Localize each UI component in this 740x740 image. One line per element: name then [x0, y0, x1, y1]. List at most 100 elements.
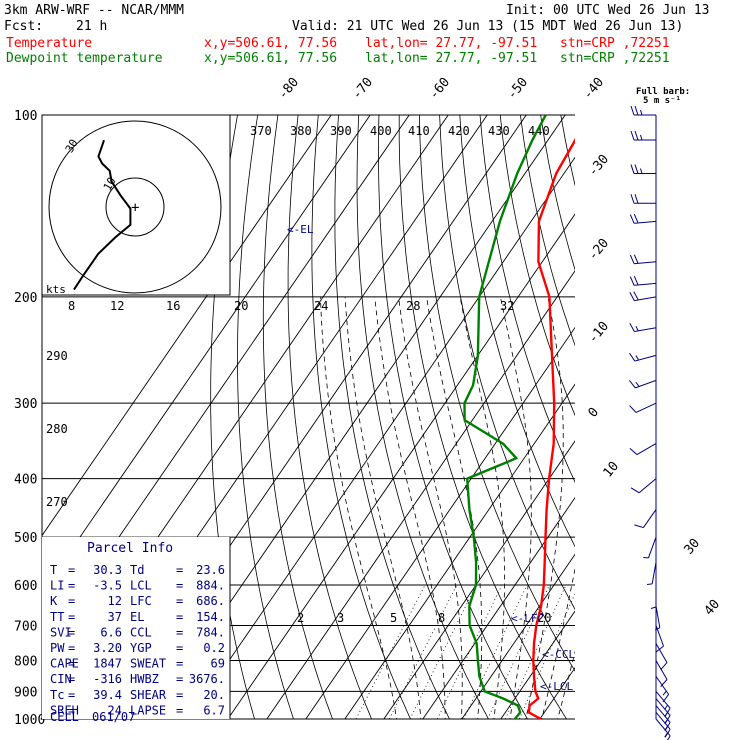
- parcel-param-sep: =: [68, 672, 75, 686]
- mixing-ratio-label: 32: [500, 299, 514, 313]
- moist-adiabat: [344, 296, 422, 719]
- wind-barb-shaft: [642, 509, 657, 528]
- parcel-param-value: -316: [93, 672, 122, 686]
- isotherm: [383, 440, 575, 719]
- wind-barb-full: [630, 487, 640, 494]
- hodograph-center-icon: +: [131, 200, 139, 216]
- parcel-param-sep: =: [176, 703, 183, 717]
- cell-value: 061/07: [92, 710, 135, 724]
- pressure-tick-label: 600: [14, 579, 37, 594]
- wind-barb-shaft: [638, 478, 657, 494]
- temperature-legend: Temperature: [6, 36, 93, 51]
- dry-adiabat: [581, 115, 740, 732]
- parcel-param-value: 6.6: [100, 625, 122, 639]
- temperature-tick-label: -70: [350, 75, 377, 103]
- parcel-param-value: 686.: [196, 594, 225, 608]
- dry-adiabat: [540, 115, 575, 271]
- wind-barb-full: [633, 291, 639, 301]
- parcel-param-sep: =: [176, 579, 183, 593]
- isotherm: [539, 667, 575, 719]
- dry-adiabat: [621, 115, 740, 732]
- dry-adiabat: [237, 115, 294, 719]
- wind-barb: [646, 562, 657, 585]
- pressure-tick-label: 900: [14, 685, 37, 700]
- wind-barb-full: [629, 447, 638, 455]
- parcel-param-sep: =: [176, 594, 183, 608]
- dry-adiabat: [682, 115, 740, 732]
- mixing-ratio-label: 8: [68, 299, 75, 313]
- wind-barb-full: [629, 276, 635, 286]
- wind-barb-shaft: [655, 705, 671, 723]
- moist-adiabat: [541, 567, 575, 719]
- wind-barb-half: [640, 134, 643, 141]
- wind-barb-half: [640, 168, 643, 174]
- pressure-tick-label: 700: [14, 619, 37, 634]
- hodograph-ring-label-inner: 10: [101, 175, 119, 193]
- parcel-param-sep: =: [68, 579, 75, 593]
- theta-label: 380: [290, 124, 312, 138]
- moist-adiabat: [557, 650, 575, 719]
- mixing-ratio-label: 20: [537, 611, 551, 625]
- wind-barb-shaft: [635, 379, 657, 389]
- theta-label: 430: [488, 124, 510, 138]
- mixing-ratio-line: [409, 584, 477, 719]
- dry-adiabat: [398, 115, 567, 719]
- wind-barb-shaft: [636, 443, 657, 456]
- wind-barb: [629, 291, 657, 302]
- temperature-tick-label: -40: [581, 75, 608, 103]
- moist-adiabat: [374, 296, 446, 719]
- dry-adiabat: [662, 115, 740, 732]
- pressure-tick-label: 300: [14, 397, 37, 412]
- wind-barb: [629, 443, 657, 456]
- temperature-tick-label: -60: [427, 75, 454, 103]
- wind-barb-full: [630, 130, 635, 141]
- wind-barb-full: [629, 380, 636, 389]
- mixing-ratio-line: [463, 584, 528, 719]
- hodograph: + 10 30 kts: [41, 114, 231, 296]
- hodograph-units: kts: [46, 283, 66, 296]
- dry-adiabat: [601, 115, 740, 732]
- mixing-ratio-line: [389, 584, 458, 719]
- parcel-param-sep: =: [176, 641, 183, 655]
- parcel-param-value: 884.: [196, 579, 225, 593]
- parcel-param-value: 20.: [203, 688, 225, 702]
- wind-legend-title: Full barb:: [636, 87, 690, 97]
- parcel-param-sep: =: [68, 563, 75, 577]
- theta-label: 270: [46, 495, 68, 509]
- temperature-tick-label: -30: [586, 152, 613, 180]
- wind-barb-half: [650, 606, 657, 609]
- model-title: 3km ARW-WRF -- NCAR/MMM: [4, 3, 185, 18]
- hodograph-trace: [73, 139, 132, 291]
- theta-label: 420: [448, 124, 470, 138]
- sounding-traces: [463, 115, 575, 719]
- dry-adiabat: [262, 115, 333, 719]
- temperature-tick-label: 0: [586, 405, 603, 421]
- dry-adiabat: [499, 115, 575, 417]
- wind-barb-half: [646, 583, 653, 585]
- forecast-hour: 21 h: [76, 19, 108, 34]
- wind-barb-full: [660, 662, 668, 671]
- wind-barb: [629, 322, 657, 333]
- parcel-param-value: 23.6: [196, 563, 225, 577]
- wind-barb-full: [633, 254, 639, 264]
- parcel-param-value: 784.: [196, 625, 225, 639]
- lfc-marker: <-LFC: [511, 612, 544, 625]
- hodograph-ring-label-outer: 30: [63, 137, 81, 155]
- isotherm: [657, 115, 740, 719]
- parcel-param-sep: =: [68, 703, 75, 717]
- parcel-param-value: 24: [108, 703, 122, 717]
- wind-barb: [629, 254, 657, 265]
- wind-legend-value: 5 m s⁻¹: [643, 96, 681, 106]
- parcel-param-name: EL: [130, 610, 144, 624]
- wind-barb-full: [629, 254, 635, 264]
- parcel-param-sep: =: [68, 688, 75, 702]
- dewpoint-station: stn=CRP ,72251: [560, 51, 670, 66]
- parcel-param-value: 3.20: [93, 641, 122, 655]
- dry-adiabat: [356, 115, 489, 719]
- wind-barb: [629, 214, 657, 224]
- temperature-tick-label: -50: [505, 75, 532, 103]
- wind-barb-full: [629, 292, 635, 301]
- wind-barb-full: [629, 405, 637, 413]
- parcel-param-sep: =: [68, 594, 75, 608]
- mixing-ratio-label: 8: [438, 611, 445, 625]
